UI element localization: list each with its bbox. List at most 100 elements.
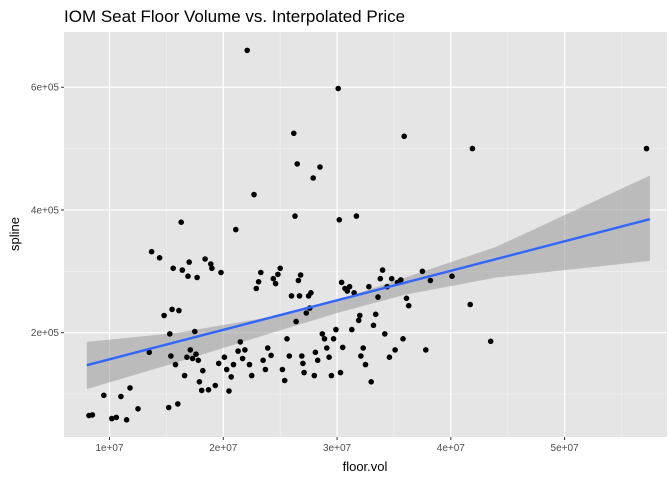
y-axis-ticks: 2e+05 4e+05 6e+05 xyxy=(31,83,64,339)
data-point xyxy=(405,302,412,309)
data-point xyxy=(401,133,408,140)
data-point xyxy=(242,347,248,353)
data-point xyxy=(181,372,188,379)
data-point xyxy=(449,273,455,280)
x-axis-ticks: 1e+07 2e+07 3e+07 4e+07 5e+07 xyxy=(95,437,579,454)
data-point xyxy=(113,414,120,421)
data-point xyxy=(375,294,381,300)
data-point xyxy=(333,326,339,333)
data-point xyxy=(469,145,476,152)
points-layer xyxy=(86,47,650,423)
data-point xyxy=(291,130,297,137)
data-point xyxy=(208,261,214,267)
data-point xyxy=(419,268,426,275)
data-point xyxy=(377,275,384,282)
data-point xyxy=(379,267,386,273)
fit-line-layer xyxy=(86,217,651,367)
data-point xyxy=(317,164,323,170)
x-tick-label: 3e+07 xyxy=(323,443,352,454)
data-point xyxy=(244,47,250,54)
data-point xyxy=(228,374,234,380)
data-point xyxy=(221,354,228,361)
data-point xyxy=(400,336,406,342)
data-point xyxy=(392,347,398,353)
data-point xyxy=(312,349,319,356)
data-point xyxy=(184,354,190,361)
data-point xyxy=(292,213,298,219)
y-tick-label: 6e+05 xyxy=(31,83,60,94)
data-point xyxy=(423,347,429,353)
data-point xyxy=(324,345,330,351)
data-point xyxy=(358,353,364,359)
data-point xyxy=(272,280,279,287)
data-point xyxy=(196,379,203,385)
minor-gridlines xyxy=(64,32,667,437)
data-point xyxy=(427,277,434,284)
data-point xyxy=(279,366,286,373)
data-point xyxy=(295,277,302,284)
data-point xyxy=(314,357,321,364)
data-point xyxy=(215,360,222,367)
data-point xyxy=(212,382,219,389)
data-point xyxy=(275,271,281,278)
data-point xyxy=(161,312,167,319)
data-point xyxy=(311,372,318,379)
data-point xyxy=(299,353,305,359)
data-point xyxy=(319,331,326,337)
data-point xyxy=(205,387,212,393)
data-point xyxy=(179,267,186,273)
data-point xyxy=(643,145,650,152)
data-point xyxy=(360,345,367,351)
data-point xyxy=(251,191,257,198)
data-point xyxy=(388,275,395,282)
data-point xyxy=(200,367,206,374)
data-point xyxy=(235,348,241,354)
data-point xyxy=(168,353,174,359)
data-point xyxy=(349,326,355,333)
data-point xyxy=(230,361,237,368)
data-point xyxy=(303,310,310,316)
fit-line xyxy=(86,217,651,367)
data-point xyxy=(239,355,246,362)
data-point xyxy=(293,318,299,325)
data-point xyxy=(175,401,181,407)
x-tick-label: 2e+07 xyxy=(209,443,238,454)
y-axis-label: spline xyxy=(7,217,22,251)
data-point xyxy=(328,372,335,379)
data-point xyxy=(260,357,266,364)
data-point xyxy=(281,377,288,384)
data-point xyxy=(382,331,388,337)
data-point xyxy=(185,273,191,280)
data-point xyxy=(336,217,343,223)
major-gridlines xyxy=(64,32,667,437)
x-tick-label: 5e+07 xyxy=(551,443,580,454)
data-point xyxy=(255,279,262,285)
x-tick-label: 1e+07 xyxy=(95,443,124,454)
data-point xyxy=(187,347,194,353)
data-point xyxy=(198,387,205,394)
data-point xyxy=(321,336,328,342)
data-point xyxy=(89,412,96,418)
data-point xyxy=(165,404,172,411)
data-point xyxy=(346,283,353,290)
data-point xyxy=(167,331,173,337)
data-point xyxy=(148,248,155,255)
data-point xyxy=(169,306,175,313)
data-point xyxy=(253,285,260,292)
data-point xyxy=(170,265,176,272)
data-point xyxy=(264,345,271,351)
y-tick-label: 4e+05 xyxy=(31,205,60,216)
data-point xyxy=(339,344,346,351)
data-point xyxy=(226,388,232,394)
data-point xyxy=(262,366,269,373)
data-point xyxy=(246,361,253,368)
data-point xyxy=(310,175,317,181)
data-point xyxy=(294,161,301,167)
data-point xyxy=(403,295,410,302)
data-point xyxy=(248,372,255,379)
x-tick-label: 4e+07 xyxy=(437,443,466,454)
data-point xyxy=(101,392,107,399)
data-point xyxy=(338,279,345,286)
data-point xyxy=(288,293,295,299)
